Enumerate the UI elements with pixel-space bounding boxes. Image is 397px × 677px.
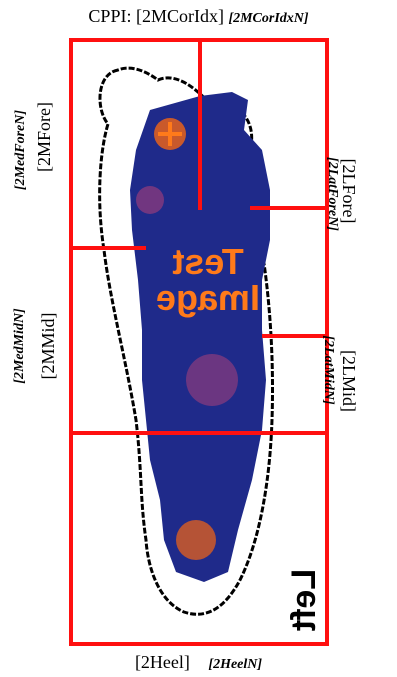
- overlay-line-2: Image: [155, 277, 261, 318]
- overlay-line-1: Test: [172, 241, 244, 282]
- region-grid: [69, 38, 329, 646]
- med-fore-note: [2MedForeN]: [13, 109, 28, 191]
- heel-note: [2HeelN]: [208, 657, 263, 672]
- hotspot-mid: [186, 354, 238, 406]
- title-text: CPPI: [2MCorIdx]: [88, 6, 224, 26]
- med-mid-note: [2MedMidN]: [12, 308, 27, 384]
- heel-label: [2Heel]: [134, 652, 190, 672]
- hotspot-medial: [136, 186, 164, 214]
- med-mid-label: [2MMid]: [38, 312, 58, 380]
- page-title: CPPI: [2MCorIdx] [2MCorIdxN]: [0, 6, 397, 27]
- foot-pressure-area: [130, 92, 270, 582]
- test-image-text: Test Image: [148, 241, 268, 318]
- foot-side-label: Left: [285, 568, 323, 632]
- lat-fore-label: [2LFore]: [339, 158, 359, 224]
- title-note: [2MCorIdxN]: [228, 11, 309, 26]
- lat-mid-label: [2LMid]: [339, 350, 359, 412]
- med-fore-label: [2MFore]: [34, 102, 54, 172]
- lat-fore-note: [2LatForeN]: [325, 157, 340, 231]
- heel-region-label: [2Heel] [2HeelN]: [0, 652, 397, 673]
- hotspot-heel: [176, 520, 216, 560]
- lat-mid-note: [2LatMidN]: [321, 335, 336, 405]
- crosshair-marker: [158, 122, 182, 146]
